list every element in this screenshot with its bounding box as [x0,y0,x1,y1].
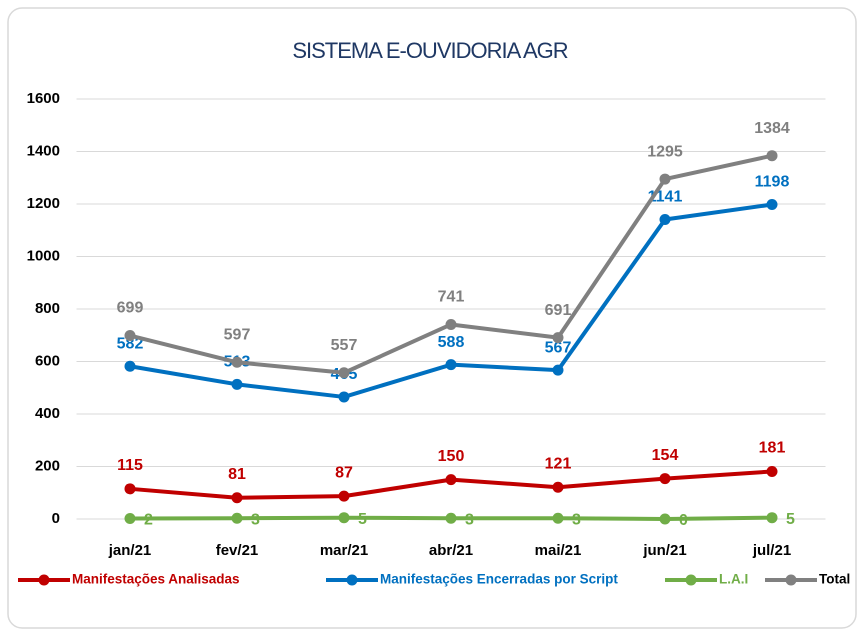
legend-marker [346,574,358,586]
data-label: 3 [572,511,581,528]
data-point [231,356,243,368]
data-point [338,512,350,524]
y-tick-label: 1400 [27,142,60,159]
data-label: 1198 [755,174,790,191]
x-tick-label: jul/21 [752,542,791,559]
x-tick-label: abr/21 [429,542,473,559]
data-point [338,391,350,403]
data-point [659,473,671,485]
chart-title: SISTEMA E-OUVIDORIA AGR [292,38,567,63]
data-point [659,213,671,225]
chart-frame [7,7,857,629]
data-point [445,359,457,371]
y-tick-label: 200 [35,457,60,474]
data-label: 87 [335,464,353,481]
legend-label: Total [819,572,850,587]
legend-marker [685,574,697,586]
data-label: 3 [465,511,474,528]
legend-label: Manifestações Encerradas por Script [380,572,618,587]
y-tick-label: 400 [35,405,60,422]
x-tick-label: mai/21 [535,542,582,559]
data-point [766,150,778,162]
data-label: 582 [117,335,144,352]
data-label: 691 [545,302,572,319]
data-label: 115 [117,457,143,474]
data-point [124,360,136,372]
data-point [766,512,778,524]
data-point [231,378,243,390]
data-label: 597 [224,327,251,344]
data-label: 5 [786,511,795,528]
data-point [124,512,136,524]
data-label: 1295 [647,143,683,160]
data-point [552,364,564,376]
x-tick-label: mar/21 [320,542,368,559]
data-label: 557 [331,337,358,354]
x-tick-label: jun/21 [642,542,686,559]
x-tick-label: fev/21 [216,542,259,559]
data-point [552,512,564,524]
data-point [445,318,457,330]
data-point [124,330,136,342]
data-point [445,512,457,524]
y-tick-label: 1200 [27,195,60,212]
y-tick-label: 0 [52,510,60,527]
data-label: 154 [652,447,679,464]
legend-label: Manifestações Analisadas [72,572,240,587]
y-tick-label: 1000 [27,247,60,264]
data-label: 150 [438,448,465,465]
data-point [338,367,350,379]
y-tick-label: 600 [35,352,60,369]
data-point [231,512,243,524]
legend-label: L.A.I [719,572,748,587]
y-tick-label: 800 [35,300,60,317]
data-label: 121 [545,455,572,472]
data-label: 181 [759,440,786,457]
data-point [338,490,350,502]
x-tick-label: jan/21 [108,542,152,559]
data-point [552,481,564,493]
data-label: 81 [228,466,246,483]
data-label: 567 [545,339,572,356]
data-point [231,492,243,504]
data-label: 2 [144,512,153,529]
y-tick-label: 1600 [27,90,60,107]
data-point [659,513,671,525]
data-point [552,332,564,344]
data-point [124,483,136,495]
data-label: 588 [438,334,465,351]
legend-marker [785,574,797,586]
data-point [659,173,671,185]
legend-marker [38,574,50,586]
data-point [766,199,778,211]
data-label: 699 [117,300,144,317]
data-label: 1384 [754,120,790,137]
data-label: 5 [358,511,367,528]
data-label: 0 [679,512,688,529]
data-point [766,465,778,477]
data-label: 3 [251,511,260,528]
data-point [445,474,457,486]
data-label: 741 [438,289,465,306]
